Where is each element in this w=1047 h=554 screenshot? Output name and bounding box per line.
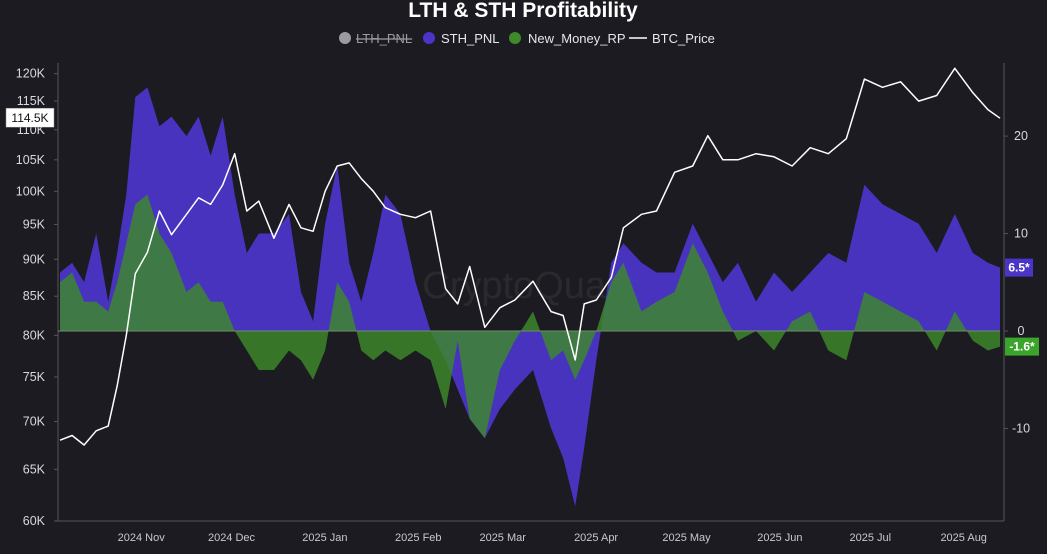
y-right-tick-label: 0 (1018, 324, 1025, 338)
lth-pnl-marker (339, 32, 351, 44)
x-tick-label: 2025 May (662, 532, 711, 544)
legend-item-lth-pnl[interactable]: LTH_PNL (339, 31, 412, 46)
y-left-tick-label: 60K (23, 514, 46, 528)
price-current-value: 114.5K (11, 111, 48, 125)
x-tick-label: 2025 Apr (574, 532, 618, 544)
y-right-tick-label: 20 (1014, 129, 1028, 143)
sth-current-value: 6.5* (1008, 261, 1030, 275)
y-left-tick-label: 75K (23, 370, 46, 384)
y-left-tick-label: 120K (16, 67, 46, 81)
legend-label-sth-pnl: STH_PNL (441, 31, 500, 46)
y-left-tick-label: 100K (16, 184, 46, 198)
legend-label-btc-price: BTC_Price (652, 31, 715, 46)
x-tick-label: 2025 Jan (302, 532, 347, 544)
legend-label-new-money-rp: New_Money_RP (528, 31, 626, 46)
new-money-current-badge: -1.6* (1005, 337, 1039, 356)
y-left-tick-label: 115K (17, 94, 46, 108)
y-left-tick-label: 105K (16, 153, 46, 167)
x-tick-label: 2025 Jul (850, 532, 892, 544)
x-tick-label: 2025 Jun (757, 532, 802, 544)
new-money-rp-marker (509, 32, 521, 44)
y-left-tick-label: 85K (23, 289, 46, 303)
new-money-current-value: -1.6* (1009, 340, 1035, 354)
sth-badge-box (1005, 258, 1033, 277)
y-right-ticks: 20 10 0 -10 (1004, 129, 1030, 435)
y-left-tick-label: 80K (23, 328, 46, 342)
sth-pnl-area (60, 87, 1000, 507)
y-left-tick-label: 95K (23, 217, 46, 231)
sth-current-badge: 6.5* (1005, 258, 1033, 277)
x-tick-label: 2025 Mar (479, 532, 526, 544)
y-left-ticks: 120K115K110K105K100K95K90K85K80K75K70K65… (16, 67, 58, 528)
y-right-tick-label: 10 (1014, 227, 1028, 241)
y-left-tick-label: 90K (23, 252, 46, 266)
x-ticks: 2024 Nov 2024 Dec 2025 Jan 2025 Feb 2025 Mar… (118, 532, 987, 544)
x-tick-label: 2025 Aug (940, 532, 987, 544)
x-tick-label: 2024 Nov (118, 532, 166, 544)
y-left-tick-label: 65K (23, 462, 46, 476)
y-right-tick-label: -10 (1012, 421, 1030, 435)
x-tick-label: 2024 Dec (208, 532, 256, 544)
sth-pnl-marker (423, 32, 435, 44)
legend-item-sth-pnl[interactable]: STH_PNL (423, 31, 500, 46)
legend-item-btc-price[interactable]: BTC_Price (629, 31, 715, 46)
price-current-badge: 114.5K (5, 107, 55, 128)
y-left-tick-label: 70K (23, 415, 46, 429)
price-badge-box (5, 107, 55, 128)
chart-title: LTH & STH Profitability (408, 0, 638, 22)
legend-item-new-money-rp[interactable]: New_Money_RP (509, 31, 626, 46)
new-money-rp-area (60, 194, 1000, 439)
legend[interactable]: LTH_PNL STH_PNL New_Money_RP BTC_Price (339, 31, 715, 46)
btc-price-line (59, 67, 1001, 446)
new-money-badge-box (1005, 337, 1039, 356)
x-tick-label: 2025 Feb (395, 532, 441, 544)
legend-label-lth-pnl: LTH_PNL (356, 31, 412, 46)
